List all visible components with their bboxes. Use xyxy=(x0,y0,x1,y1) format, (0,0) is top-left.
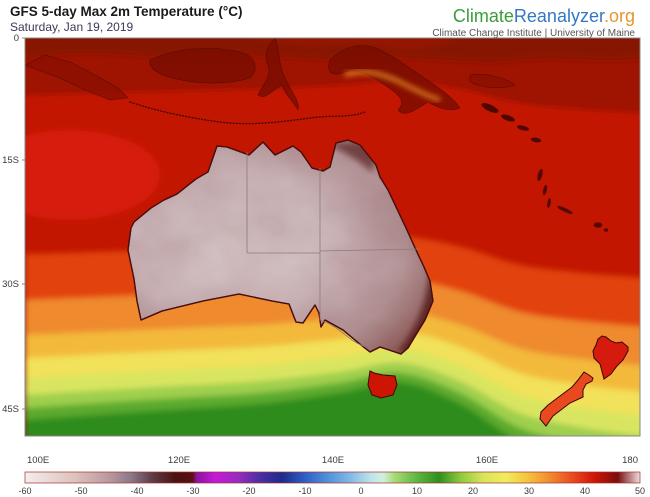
svg-text:100E: 100E xyxy=(27,455,49,466)
svg-text:-40: -40 xyxy=(130,486,143,496)
svg-text:120E: 120E xyxy=(168,455,190,466)
svg-text:30: 30 xyxy=(524,486,534,496)
svg-text:-30: -30 xyxy=(186,486,199,496)
svg-text:-60: -60 xyxy=(18,486,31,496)
svg-text:10: 10 xyxy=(412,486,422,496)
svg-text:30S: 30S xyxy=(2,279,19,290)
svg-text:180: 180 xyxy=(622,455,638,466)
svg-text:50: 50 xyxy=(635,486,645,496)
svg-text:20: 20 xyxy=(468,486,478,496)
svg-text:-50: -50 xyxy=(74,486,87,496)
svg-text:0: 0 xyxy=(14,33,19,44)
svg-text:140E: 140E xyxy=(322,455,344,466)
svg-text:45S: 45S xyxy=(2,404,19,415)
svg-text:15S: 15S xyxy=(2,155,19,166)
svg-text:0: 0 xyxy=(358,486,363,496)
svg-text:-20: -20 xyxy=(242,486,255,496)
svg-text:160E: 160E xyxy=(476,455,498,466)
svg-text:-10: -10 xyxy=(298,486,311,496)
svg-text:40: 40 xyxy=(580,486,590,496)
